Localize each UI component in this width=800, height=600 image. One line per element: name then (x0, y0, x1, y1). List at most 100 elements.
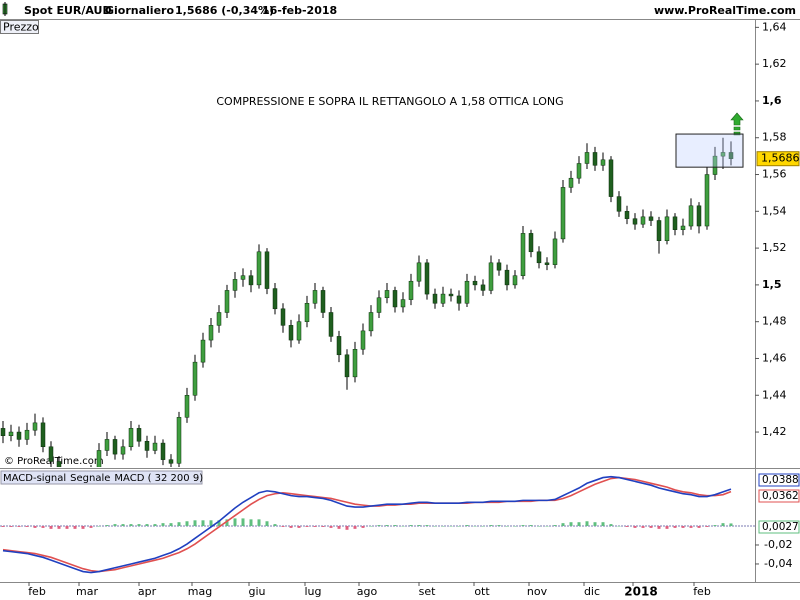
last-value-box (758, 473, 800, 487)
candle-body (608, 159, 614, 197)
histogram-bar (657, 526, 661, 529)
histogram-bar (441, 526, 445, 527)
histogram-bar (105, 525, 109, 526)
histogram-bar (521, 525, 525, 526)
candle-body (640, 216, 646, 225)
rectangle-drawing (675, 133, 744, 168)
macd-line (2, 475, 732, 574)
histogram-bar (337, 526, 341, 529)
date: 16-feb-2018 (262, 4, 337, 17)
y-tick-label: -0,02 (764, 538, 792, 551)
histogram-bar (25, 526, 29, 527)
x-tick-label: giu (248, 585, 265, 598)
arrow-icon (730, 112, 744, 136)
histogram-bar (97, 526, 101, 527)
histogram-bar (553, 525, 557, 526)
candle-body (720, 152, 726, 157)
histogram-bar (729, 523, 733, 526)
candle-body (312, 290, 318, 304)
histogram-bar (313, 526, 317, 527)
candle-body (616, 196, 622, 212)
candle-body (200, 339, 206, 363)
candle-body (344, 354, 350, 378)
histogram-bar (537, 526, 541, 527)
histogram-bar (481, 526, 485, 527)
y-tick-label: 1,56 (762, 168, 787, 181)
candle-body (480, 284, 486, 291)
copyright: © ProRealTime.com (4, 456, 104, 467)
histogram-bar (369, 526, 373, 527)
candle-body (48, 446, 54, 462)
histogram-bar (161, 523, 165, 526)
histogram-bar (713, 525, 717, 526)
candle-body (272, 288, 278, 310)
histogram-bar (273, 524, 277, 526)
histogram-bar (625, 526, 629, 527)
candle-body (432, 293, 438, 304)
candle-body (40, 422, 46, 448)
legend-entry: MACD-signal (3, 473, 66, 484)
candle-body (648, 216, 654, 221)
candle-body (256, 251, 262, 286)
histogram-bar (689, 526, 693, 528)
candle-body (16, 431, 22, 440)
candle-body (624, 211, 630, 219)
candle-body (376, 297, 382, 313)
candle-body (424, 262, 430, 295)
candle-body (728, 152, 734, 159)
macd-line (2, 476, 732, 573)
annotation: COMPRESSIONE E SOPRA IL RETTANGOLO A 1,5… (216, 95, 563, 108)
candle-body (96, 450, 102, 467)
x-tick-label: nov (527, 585, 548, 598)
candle-body (112, 439, 118, 455)
last-price-box (756, 151, 800, 167)
histogram-bar (353, 526, 357, 529)
x-tick-label: dic (584, 585, 600, 598)
y-tick-label: 1,58 (762, 131, 787, 144)
x-tick-label: lug (304, 585, 321, 598)
last-value-label: 0,0388 (762, 474, 799, 486)
candle-body (56, 461, 62, 467)
candle-body (672, 216, 678, 230)
x-tick-label: ago (357, 585, 378, 598)
histogram-bar (153, 524, 157, 526)
x-tick-label: 2018 (624, 585, 657, 599)
legend-entry: Segnale (70, 473, 110, 484)
histogram-bar (225, 519, 229, 526)
histogram-bar (193, 520, 197, 526)
histogram-bar (385, 525, 389, 526)
candle-body (600, 159, 606, 166)
y-tick-label: 1,62 (762, 57, 787, 70)
histogram-bar (49, 526, 53, 529)
histogram-bar (665, 526, 669, 529)
candle-body (224, 290, 230, 313)
candle-body (552, 238, 558, 265)
histogram-bar (609, 524, 613, 526)
histogram-bar (601, 522, 605, 526)
price-panel (0, 133, 744, 467)
candle-body (136, 428, 142, 442)
candle-body (408, 280, 414, 300)
histogram-bar (569, 522, 573, 526)
histogram-bar (401, 526, 405, 527)
histogram-bar (129, 524, 133, 526)
candle-body (464, 280, 470, 304)
panel-tab[interactable] (0, 20, 39, 34)
histogram-bar (577, 522, 581, 526)
candle-body (712, 155, 718, 175)
histogram-bar (241, 518, 245, 526)
histogram-bar (145, 524, 149, 526)
candle-body (192, 361, 198, 396)
candle-body (680, 225, 686, 230)
quote: 1,5686 (-0,34%) (175, 4, 274, 17)
histogram-bar (297, 526, 301, 528)
x-tick-label: ott (474, 585, 490, 598)
candle-body (104, 439, 110, 451)
histogram-bar (89, 526, 93, 528)
histogram-bar (433, 526, 437, 527)
candle-body (24, 429, 30, 440)
histogram-bar (257, 519, 261, 526)
histogram-bar (393, 525, 397, 526)
macd-panel (0, 475, 755, 574)
histogram-bar (681, 526, 685, 528)
